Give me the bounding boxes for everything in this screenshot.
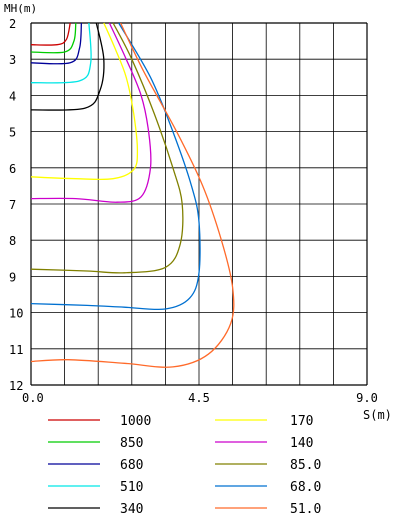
contour-line-140 — [30, 22, 152, 203]
legend-label: 850 — [120, 436, 143, 451]
y-axis-label: MH(m) — [4, 2, 37, 15]
contour-line-51.0 — [30, 22, 235, 368]
x-axis-label: S(m) — [363, 408, 392, 422]
y-tick-label: 3 — [9, 53, 16, 67]
legend-label: 140 — [290, 436, 313, 451]
y-tick-label: 2 — [9, 17, 16, 31]
contour-line-340 — [30, 22, 105, 111]
grid — [30, 22, 368, 386]
y-tick-label: 9 — [9, 270, 16, 284]
x-tick-label: 4.5 — [188, 391, 210, 405]
y-tick-label: 4 — [9, 89, 16, 103]
contour-line-85.0 — [30, 22, 184, 274]
legend-label: 510 — [120, 480, 143, 495]
y-tick-label: 6 — [9, 162, 16, 176]
contour-lines — [30, 22, 235, 368]
legend-label: 680 — [120, 458, 143, 473]
contour-line-1000 — [30, 22, 71, 46]
contour-line-510 — [30, 22, 92, 84]
legend-label: 340 — [120, 502, 143, 517]
legend-label: 1000 — [120, 414, 151, 429]
contour-line-680 — [30, 22, 83, 65]
y-tick-label: 7 — [9, 198, 16, 212]
y-tick-label: 10 — [9, 307, 23, 321]
contour-line-170 — [30, 22, 139, 181]
y-tick-label: 12 — [9, 379, 23, 393]
contour-line-68.0 — [30, 22, 201, 311]
x-tick-label: 9.0 — [356, 391, 378, 405]
legend-label: 170 — [290, 414, 313, 429]
legend-label: 85.0 — [290, 458, 321, 473]
y-tick-label: 8 — [9, 234, 16, 248]
axis-ticks: 2 3 4 5 6 7 8 9 10 11 120.0 4.5 9.0 — [9, 17, 378, 405]
legend: 1000 850 680 510 340 170 140 85.0 68.0 51.0 — [48, 414, 321, 517]
y-tick-label: 5 — [9, 126, 16, 140]
contour-line-850 — [30, 22, 77, 54]
y-tick-label: 11 — [9, 343, 23, 357]
legend-label: 68.0 — [290, 480, 321, 495]
legend-label: 51.0 — [290, 502, 321, 517]
x-tick-label: 0.0 — [22, 391, 44, 405]
